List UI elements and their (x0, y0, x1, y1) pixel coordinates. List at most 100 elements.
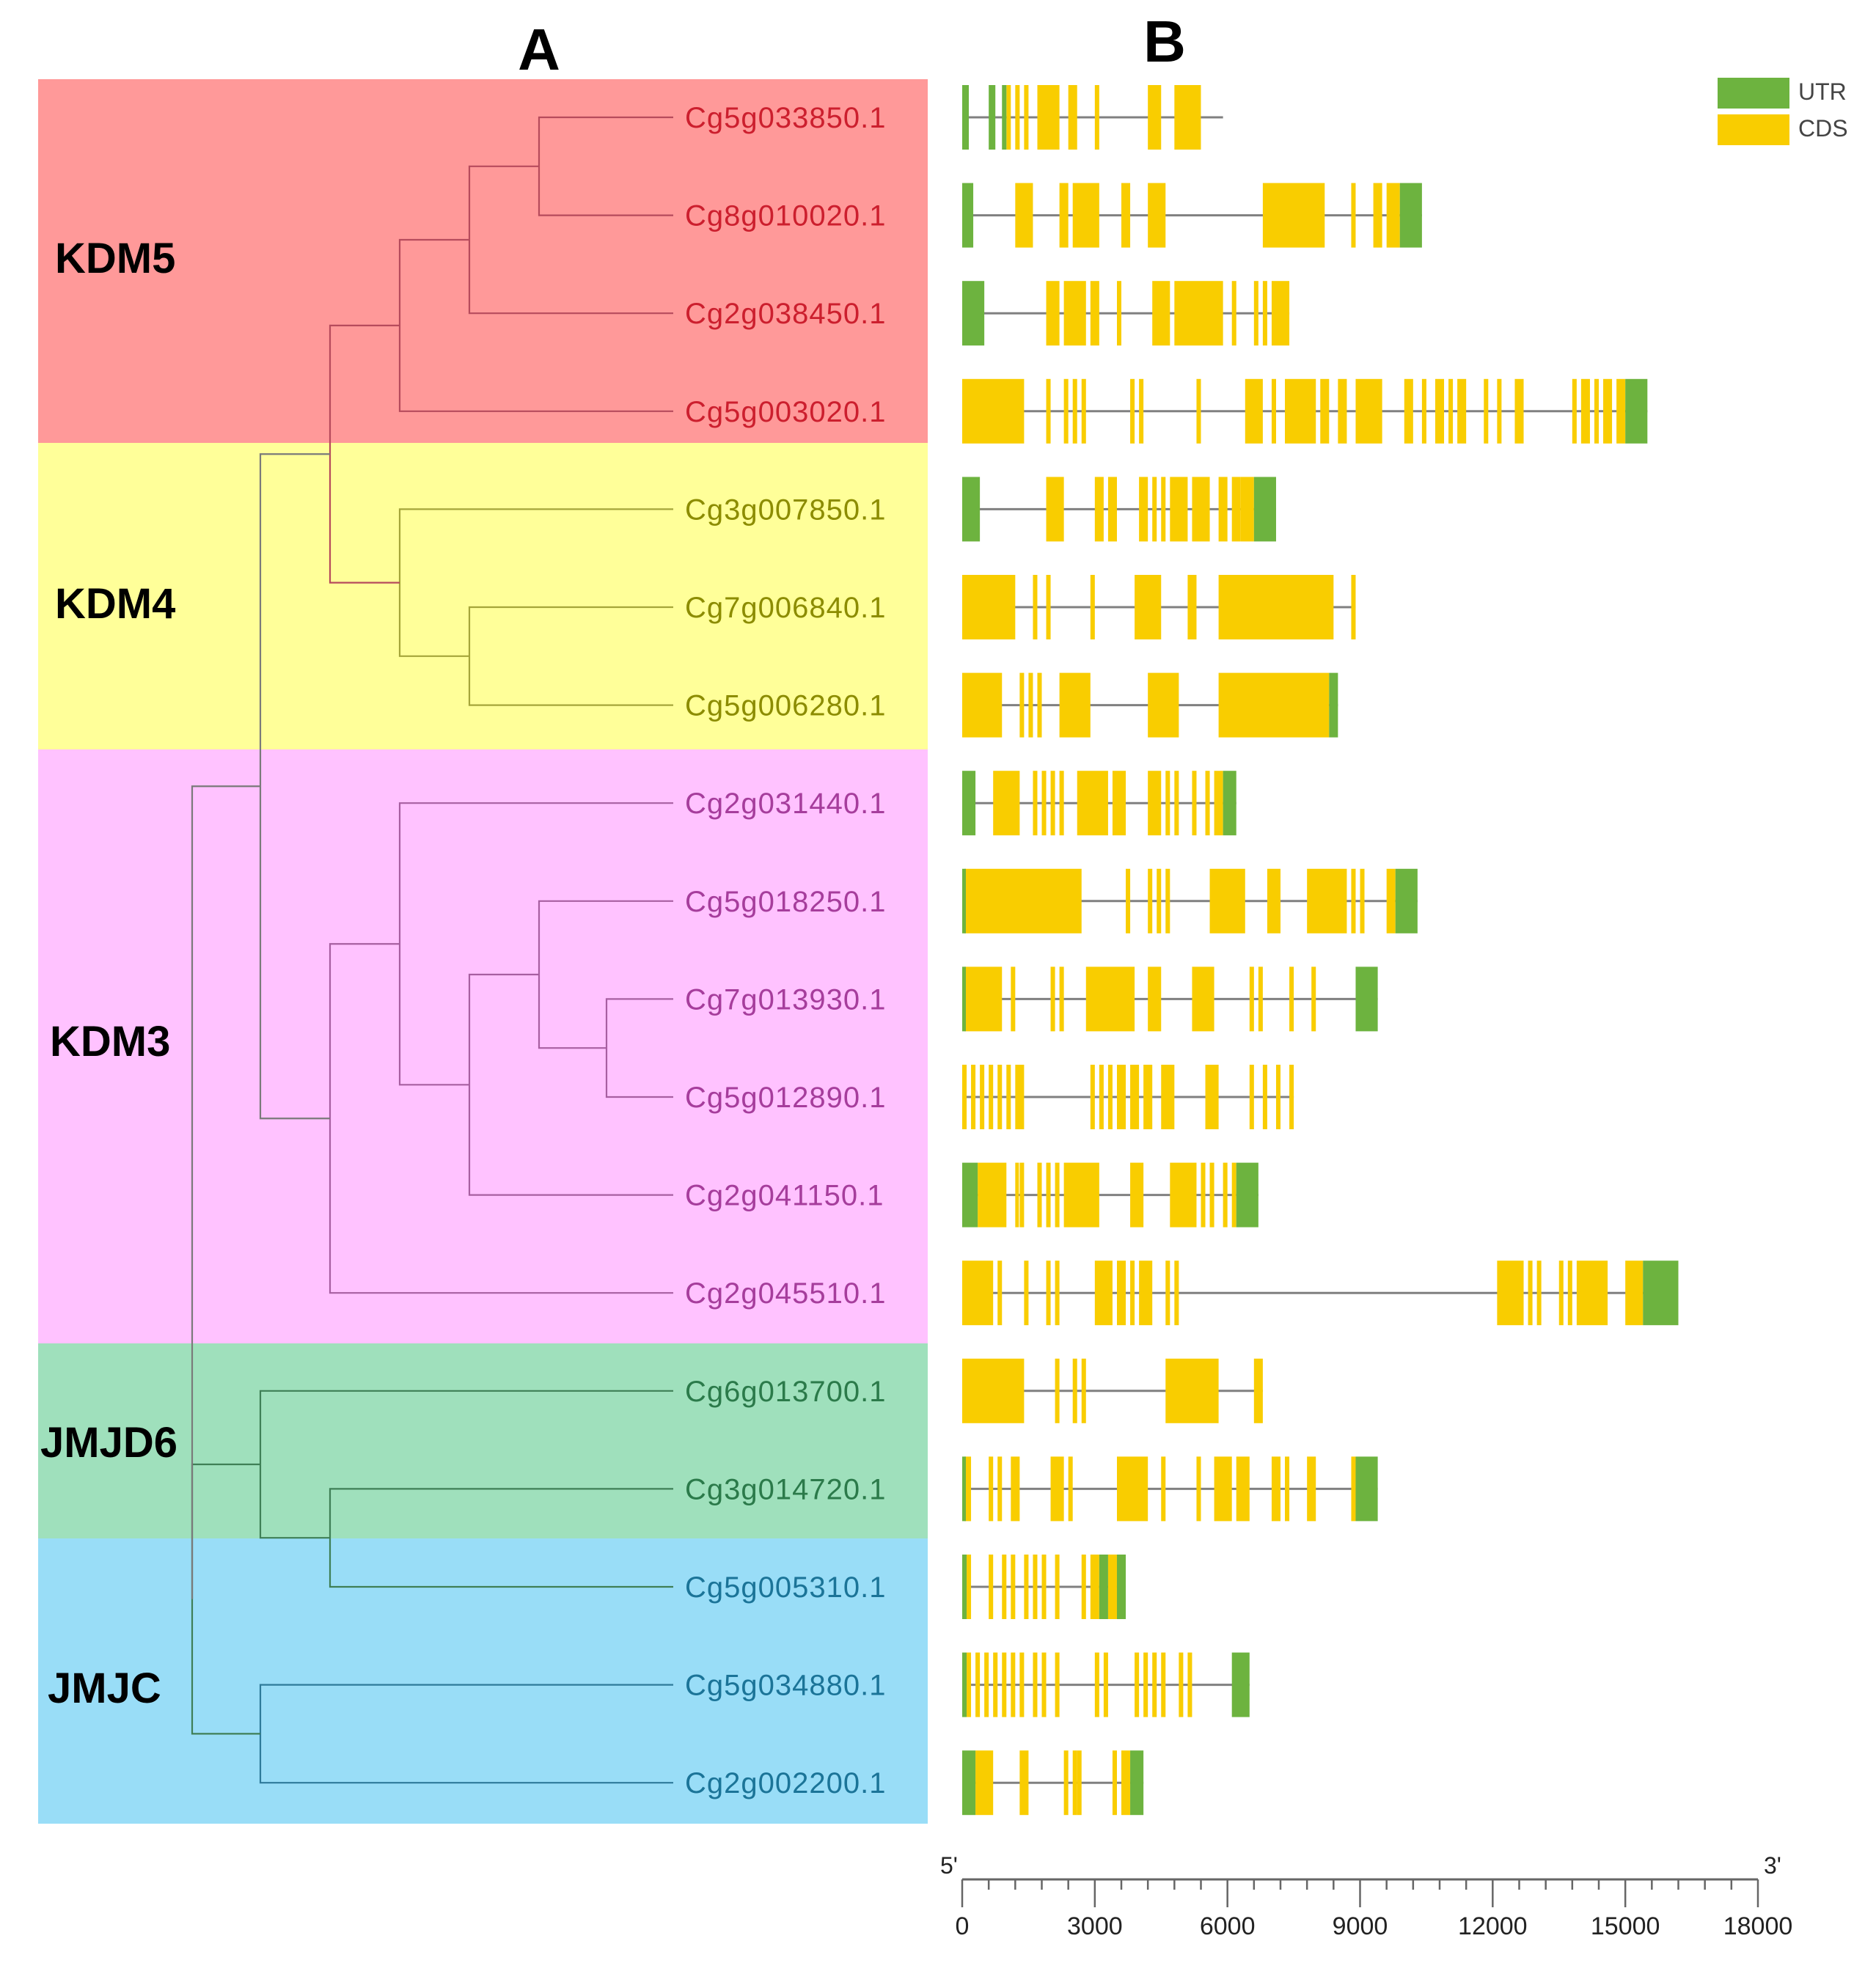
cds-exon (1028, 672, 1033, 738)
legend-swatch-cds (1718, 114, 1789, 145)
cds-exon (1059, 183, 1069, 248)
utr-segment (962, 1456, 966, 1522)
gene-structure-row (962, 672, 1338, 738)
cds-exon (1165, 868, 1170, 933)
cds-exon (1404, 378, 1413, 444)
cds-exon (1077, 771, 1108, 836)
cds-exon (1536, 1261, 1542, 1326)
cds-exon (1072, 378, 1077, 444)
cds-exon (1094, 477, 1104, 542)
cds-exon (1249, 1065, 1254, 1129)
cds-exon (997, 1261, 1003, 1326)
cds-exon (1214, 1456, 1232, 1522)
cds-exon (1006, 1065, 1011, 1129)
axis-end-label: 3' (1764, 1852, 1781, 1879)
cds-exon (1107, 1065, 1113, 1129)
cds-exon (1528, 1261, 1533, 1326)
cds-exon (1231, 1162, 1236, 1228)
cds-exon (1249, 966, 1254, 1032)
cds-exon (1081, 1555, 1086, 1619)
cds-exon (1033, 575, 1038, 639)
gene-label: Cg7g006840.1 (685, 592, 886, 624)
utr-segment (962, 183, 974, 248)
cds-exon (1262, 281, 1267, 346)
cds-exon (1289, 966, 1294, 1032)
clade-band-kdm3 (38, 749, 928, 1343)
cds-exon (964, 868, 1082, 933)
utr-segment (989, 85, 996, 150)
gene-label: Cg8g010020.1 (685, 200, 886, 232)
cds-exon (964, 966, 1003, 1032)
legend-swatch-utr (1718, 78, 1789, 109)
cds-exon (1285, 1456, 1290, 1522)
cds-exon (1103, 1652, 1108, 1717)
cds-exon (1231, 477, 1241, 542)
utr-segment (1355, 966, 1378, 1032)
cds-exon (1063, 1162, 1099, 1228)
cds-exon (1218, 477, 1228, 542)
cds-exon (1192, 477, 1210, 542)
clade-label-jmjc: JMJC (48, 1665, 161, 1712)
cds-exon (962, 1065, 967, 1129)
utr-segment (1223, 771, 1236, 836)
cds-exon (1033, 771, 1038, 836)
cds-exon (1421, 378, 1426, 444)
cds-exon (1174, 281, 1223, 346)
cds-exon (1037, 672, 1042, 738)
cds-exon (1161, 1652, 1166, 1717)
cds-exon (1072, 1358, 1077, 1423)
utr-segment (1395, 868, 1418, 933)
gene-label: Cg5g012890.1 (685, 1082, 886, 1114)
cds-exon (1019, 672, 1025, 738)
cds-exon (1148, 771, 1162, 836)
gene-label: Cg5g033850.1 (685, 102, 886, 134)
utr-segment (1099, 1555, 1108, 1619)
cds-exon (1355, 378, 1382, 444)
cds-exon (1094, 1261, 1113, 1326)
gene-label: Cg2g041150.1 (685, 1180, 884, 1212)
utr-segment (1002, 85, 1007, 150)
clade-band-kdm5 (38, 79, 928, 443)
tree-branch (191, 785, 260, 1599)
cds-exon (1143, 1652, 1148, 1717)
cds-exon (1338, 378, 1347, 444)
cds-exon (1271, 281, 1290, 346)
cds-exon (1187, 575, 1197, 639)
cds-exon (1514, 378, 1524, 444)
cds-exon (1041, 1555, 1047, 1619)
cds-exon (1130, 378, 1135, 444)
cds-exon (1179, 1652, 1184, 1717)
utr-segment (962, 85, 970, 150)
cds-exon (1011, 1456, 1020, 1522)
cds-exon (1085, 966, 1135, 1032)
cds-exon (1351, 868, 1356, 933)
gene-structure-row (962, 378, 1648, 444)
cds-exon (1055, 1652, 1060, 1717)
cds-exon (1094, 1652, 1099, 1717)
utr-segment (962, 1652, 967, 1717)
gene-structure-row (962, 1261, 1679, 1326)
panel-b-label: B (1143, 9, 1186, 74)
cds-exon (984, 1652, 989, 1717)
cds-exon (1165, 1358, 1219, 1423)
cds-exon (1002, 1652, 1007, 1717)
cds-exon (1157, 868, 1162, 933)
cds-exon (1059, 966, 1064, 1032)
cds-exon (964, 1456, 972, 1522)
cds-exon (989, 1065, 994, 1129)
gene-label: Cg5g005310.1 (685, 1571, 886, 1604)
cds-exon (975, 1750, 994, 1816)
cds-exon (1037, 85, 1060, 150)
cds-exon (1484, 378, 1489, 444)
gene-structure-row (962, 1652, 1250, 1717)
cds-exon (1152, 281, 1170, 346)
utr-segment (1116, 1555, 1126, 1619)
cds-exon (962, 672, 1003, 738)
cds-exon (1192, 771, 1197, 836)
cds-exon (1148, 85, 1162, 150)
gene-label: Cg3g007850.1 (685, 493, 886, 526)
cds-exon (1041, 771, 1047, 836)
cds-exon (1050, 771, 1055, 836)
cds-exon (1046, 281, 1060, 346)
cds-exon (1148, 183, 1166, 248)
